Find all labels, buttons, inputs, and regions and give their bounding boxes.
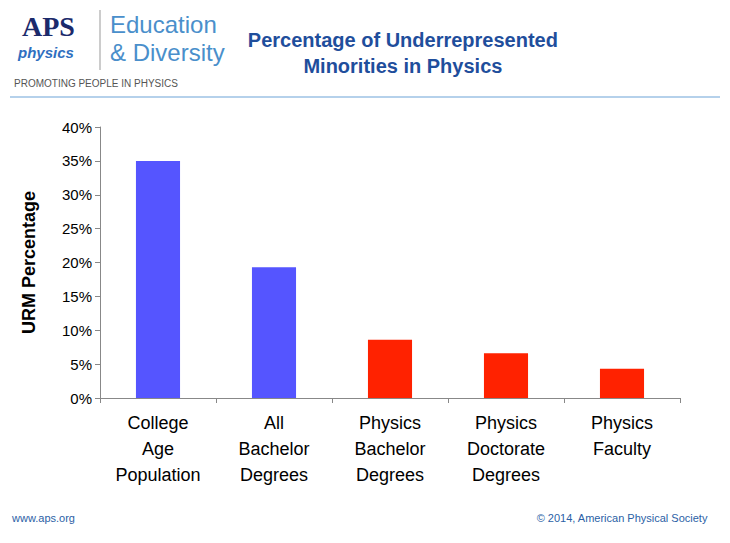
svg-text:15%: 15% <box>62 288 92 305</box>
svg-text:© 2014, American Physical Soci: © 2014, American Physical Society <box>537 512 708 524</box>
svg-text:URM Percentage: URM Percentage <box>19 191 39 334</box>
svg-text:Minorities in Physics: Minorities in Physics <box>303 55 502 77</box>
svg-text:Age: Age <box>142 439 174 459</box>
svg-text:0%: 0% <box>70 390 92 407</box>
svg-text:College: College <box>127 413 188 433</box>
svg-text:Faculty: Faculty <box>593 439 651 459</box>
svg-text:25%: 25% <box>62 220 92 237</box>
svg-text:10%: 10% <box>62 322 92 339</box>
svg-text:Doctorate: Doctorate <box>467 439 545 459</box>
svg-text:Bachelor: Bachelor <box>354 439 425 459</box>
svg-text:Physics: Physics <box>359 413 421 433</box>
svg-text:Degrees: Degrees <box>472 465 540 485</box>
svg-text:PROMOTING PEOPLE IN PHYSICS: PROMOTING PEOPLE IN PHYSICS <box>14 78 178 89</box>
svg-text:20%: 20% <box>62 254 92 271</box>
svg-text:Percentage of Underrepresented: Percentage of Underrepresented <box>248 29 558 51</box>
svg-text:5%: 5% <box>70 356 92 373</box>
svg-text:Degrees: Degrees <box>240 465 308 485</box>
svg-text:35%: 35% <box>62 152 92 169</box>
svg-text:physics: physics <box>17 44 74 61</box>
svg-text:Physics: Physics <box>475 413 537 433</box>
svg-text:All: All <box>264 413 284 433</box>
svg-text:Degrees: Degrees <box>356 465 424 485</box>
svg-text:Physics: Physics <box>591 413 653 433</box>
svg-text:Education: Education <box>110 11 217 38</box>
svg-text:40%: 40% <box>62 119 92 136</box>
svg-text:www.aps.org: www.aps.org <box>11 512 75 524</box>
svg-text:& Diversity: & Diversity <box>110 39 225 66</box>
svg-text:Population: Population <box>115 465 200 485</box>
svg-text:30%: 30% <box>62 186 92 203</box>
svg-text:APS: APS <box>22 11 75 42</box>
svg-text:Bachelor: Bachelor <box>238 439 309 459</box>
